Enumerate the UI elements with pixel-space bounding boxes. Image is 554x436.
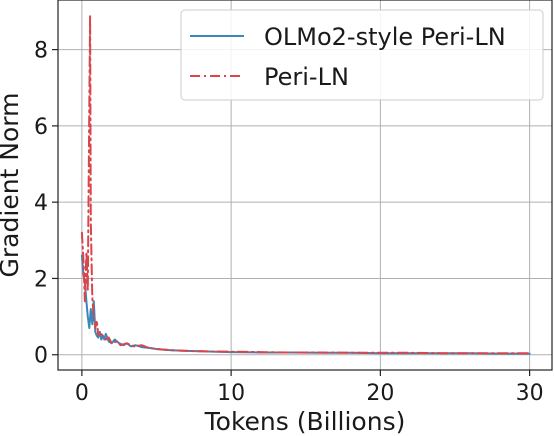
x-tick-label: 0 [75,381,89,406]
plot-frame [57,0,553,371]
series-layer [80,14,531,355]
y-tick-label: 0 [34,344,48,369]
x-axis-title: Tokens (Billions) [204,407,406,436]
x-tick-label: 30 [516,381,544,406]
x-tick-label: 20 [366,381,394,406]
series-line-peri-ln [80,14,531,355]
legend-label-peri-ln: Peri-LN [264,63,349,91]
y-tick-label: 4 [34,191,48,216]
legend-label-olmo2: OLMo2-style Peri-LN [264,23,506,51]
y-tick-label: 6 [34,115,48,140]
y-tick-label: 2 [34,267,48,292]
y-axis-title: Gradient Norm [0,93,24,278]
ticks: 0 10 20 30 0 2 4 6 8 [34,39,544,406]
y-tick-label: 8 [34,39,48,64]
series-line-olmo2-style-peri-ln [80,254,531,355]
legend-box [180,9,544,101]
x-tick-label: 10 [217,381,245,406]
legend: OLMo2-style Peri-LN Peri-LN [180,9,544,101]
